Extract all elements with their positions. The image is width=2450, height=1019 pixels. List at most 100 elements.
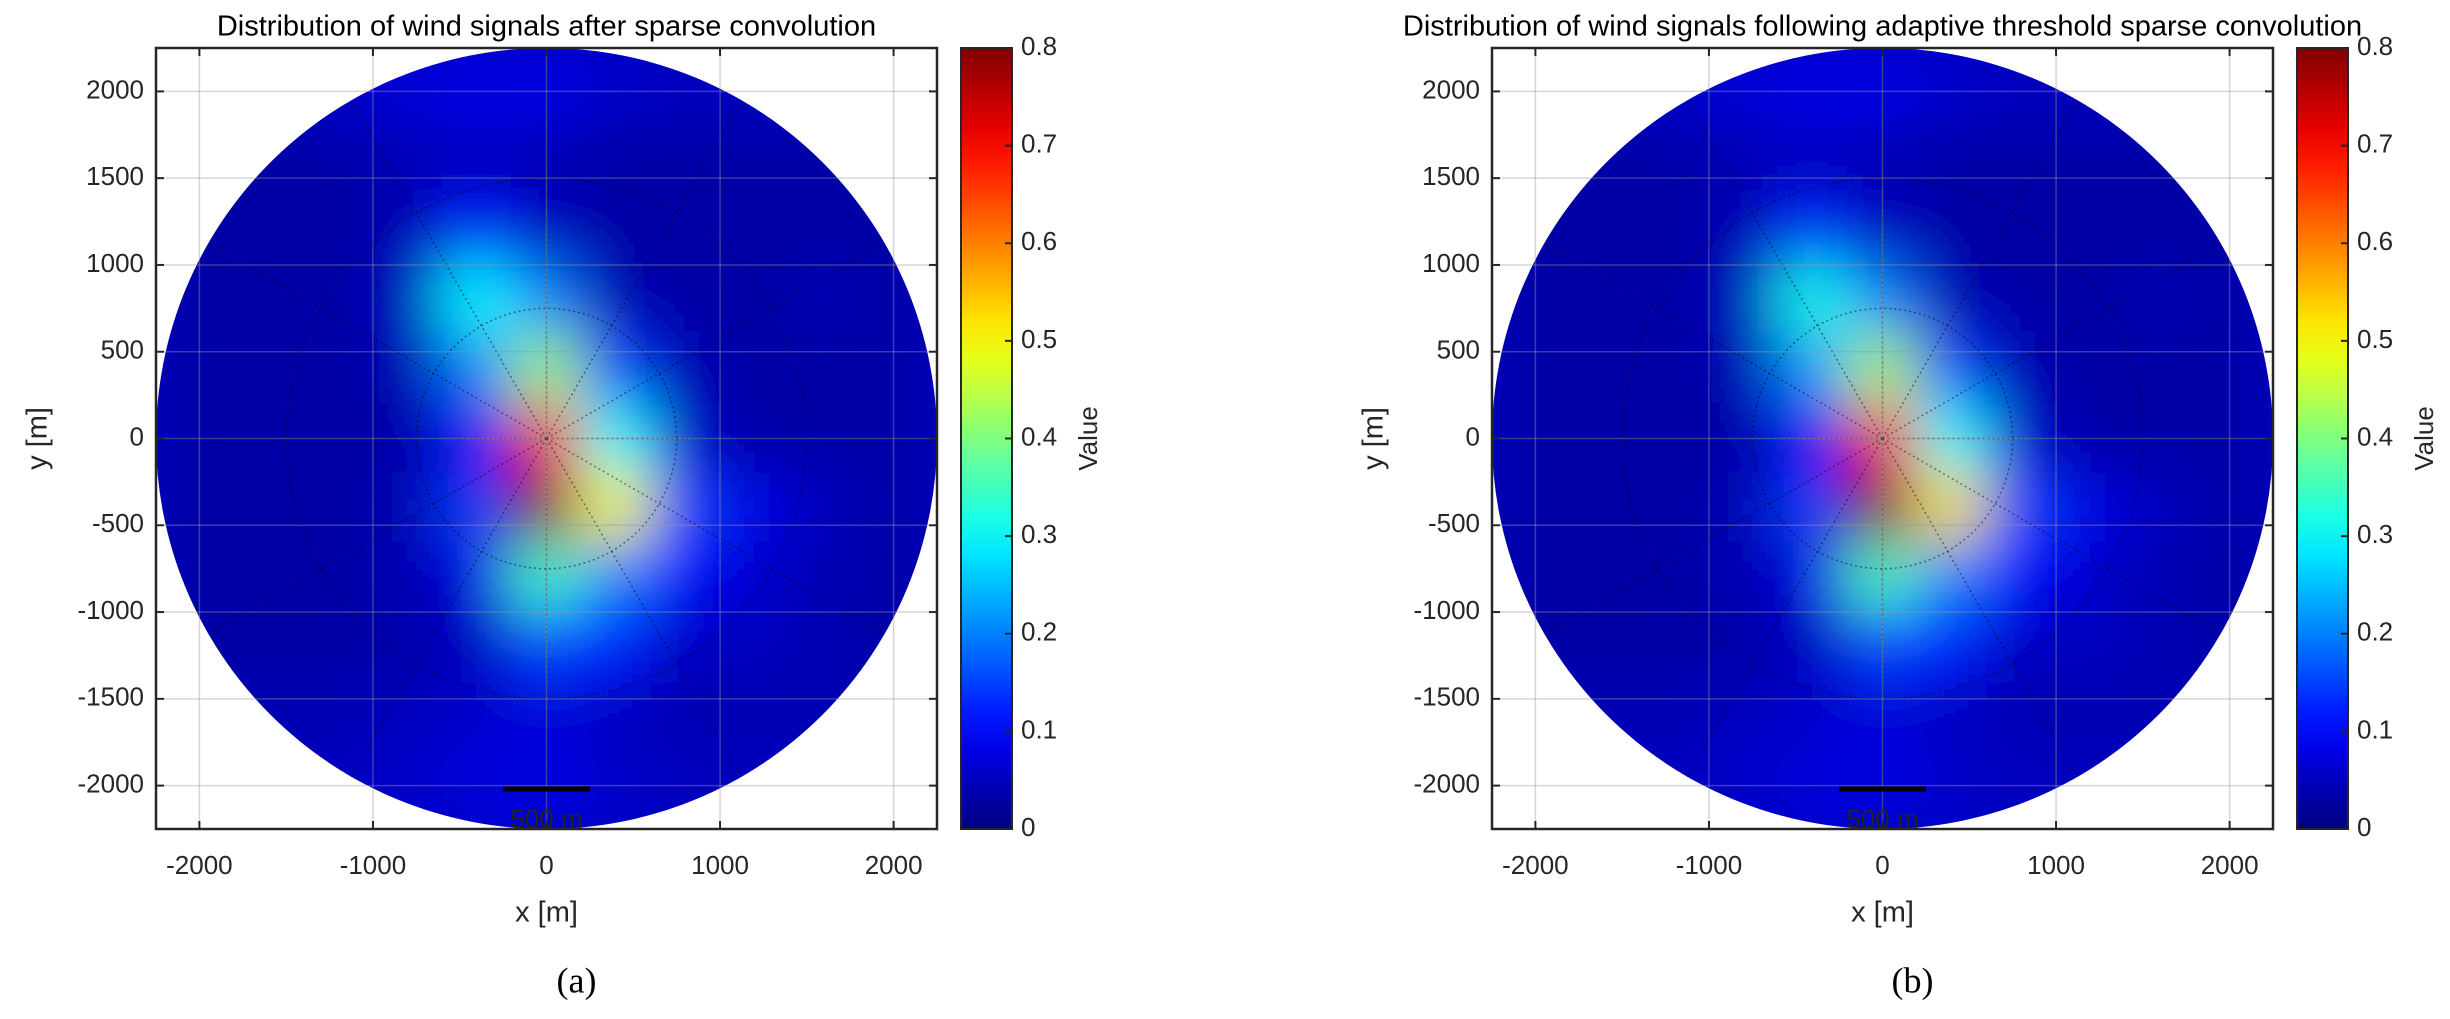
heatmap-cell: [1569, 125, 1641, 197]
y-tick-label: -500: [92, 508, 144, 538]
colorbar-tick-label: 0.3: [1021, 519, 1057, 549]
heatmap-cell: [233, 263, 305, 336]
heatmap-cell: [1569, 333, 1641, 405]
heatmap-cell: [1638, 125, 1710, 197]
x-tick-label: 1000: [691, 850, 749, 880]
heatmap-cell: [510, 55, 583, 128]
colorbar: [960, 47, 1013, 830]
colorbar-tick-label: 0: [2357, 812, 2371, 842]
heatmap-cell: [1638, 680, 1710, 752]
heatmap-cell: [233, 402, 305, 475]
polar-ring: [1621, 177, 2144, 700]
heatmap-cell: [1985, 611, 2058, 683]
panel: 500 m-2000 -1000 0 1000 2000-2000-1500-1000-…: [22, 11, 1103, 1001]
polar-spoke: [1881, 438, 2079, 778]
heatmap-cell: [580, 541, 652, 614]
colorbar-tick-label: 0.5: [2357, 324, 2393, 354]
heatmap-cell: [788, 611, 860, 683]
heatmap-cell: [1985, 333, 2058, 405]
heatmap-cell: [233, 541, 305, 614]
heatmap-cell: [1707, 125, 1780, 197]
heatmap-cell: [1916, 402, 1988, 475]
heatmap-cell: [2193, 333, 2266, 405]
heatmap-cell: [1638, 402, 1710, 475]
heatmap-cell: [1707, 472, 1780, 544]
panel: 500 m-2000 -1000 0 1000 2000-2000-1500-1000-…: [1358, 11, 2439, 1001]
heatmap-cell: [2124, 680, 2196, 752]
polar-ring: [415, 307, 678, 570]
heatmap-cell: [302, 611, 374, 683]
heatmap-cell: [857, 402, 930, 475]
x-tick-label: 0: [539, 850, 553, 880]
heatmap-cell: [788, 402, 860, 475]
y-tick-label: 1500: [1422, 161, 1480, 191]
heatmap-cell: [719, 194, 791, 266]
heatmap-cell: [719, 333, 791, 405]
heatmap-cell: [719, 263, 791, 336]
heatmap-cell: [441, 680, 513, 752]
heatmap-cell: [510, 402, 583, 475]
polar-spoke: [1882, 437, 2222, 635]
heatmap-cell: [1916, 749, 1988, 822]
heatmap-cell: [1846, 541, 1919, 614]
heatmap-cell: [1916, 263, 1988, 336]
heatmap-cell: [441, 472, 513, 544]
heatmap-cell: [163, 333, 236, 405]
heatmap-cell: [719, 611, 791, 683]
heatmap-cell: [2055, 680, 2127, 752]
heatmap-cell: [719, 402, 791, 475]
heatmap-cell: [719, 680, 791, 752]
polar-spoke: [1543, 437, 1883, 635]
heatmap-cell: [857, 333, 930, 405]
panel-label: (a): [557, 960, 597, 1000]
heatmap-cell: [441, 125, 513, 197]
y-tick-label: 1000: [1422, 248, 1480, 278]
heatmap-cell: [649, 680, 722, 752]
heatmap-cell: [1985, 194, 2058, 266]
x-tick-label: 2000: [865, 850, 923, 880]
heatmap-cell: [1777, 680, 1849, 752]
heatmap-cell: [1638, 194, 1710, 266]
heatmap-cell: [1499, 472, 1572, 544]
polar-spoke: [545, 99, 743, 439]
polar-spoke: [1686, 438, 1884, 778]
x-tick-label: -1000: [1676, 850, 1743, 880]
polar-spoke: [207, 242, 547, 440]
heatmap-cell: [1985, 472, 2058, 544]
heatmap-cell: [788, 125, 860, 197]
y-tick-label: -2000: [1414, 768, 1481, 798]
colorbar-tick-label: 0.8: [1021, 31, 1057, 61]
heatmap-cell: [1569, 402, 1641, 475]
heatmap-cell: [1707, 680, 1780, 752]
colorbar-tick-label: 0.4: [2357, 421, 2393, 451]
colorbar-tick-label: 0.7: [2357, 129, 2393, 159]
heatmap-cell: [1916, 125, 1988, 197]
heatmap-cell: [1777, 194, 1849, 266]
heatmap-cell: [1846, 333, 1919, 405]
x-tick-label: 2000: [2201, 850, 2259, 880]
polar-spoke: [1881, 99, 2079, 439]
heatmap-cell: [2124, 541, 2196, 614]
panel-label: (b): [1892, 960, 1934, 1000]
heatmap-cell: [1777, 611, 1849, 683]
heatmap-cell: [1707, 402, 1780, 475]
heatmap-cell: [2124, 472, 2196, 544]
heatmap-cell: [1638, 263, 1710, 336]
heatmap-cell: [441, 611, 513, 683]
colorbar-tick-label: 0.6: [2357, 226, 2393, 256]
heatmap-cell: [1569, 263, 1641, 336]
x-tick-label: -2000: [166, 850, 233, 880]
y-tick-label: 0: [130, 421, 144, 451]
heatmap-cell: [1777, 541, 1849, 614]
heatmap-cell: [788, 333, 860, 405]
heatmap-cell: [233, 680, 305, 752]
heatmap-cell: [1638, 472, 1710, 544]
heatmap-cell: [1638, 541, 1710, 614]
heatmap-cell: [580, 125, 652, 197]
heatmap-cell: [1707, 263, 1780, 336]
heatmap-cell: [233, 125, 305, 197]
polar-ring: [285, 177, 808, 700]
heatmap-cell: [510, 333, 583, 405]
heatmap-cell: [1569, 194, 1641, 266]
heatmap-cell: [1846, 611, 1919, 683]
